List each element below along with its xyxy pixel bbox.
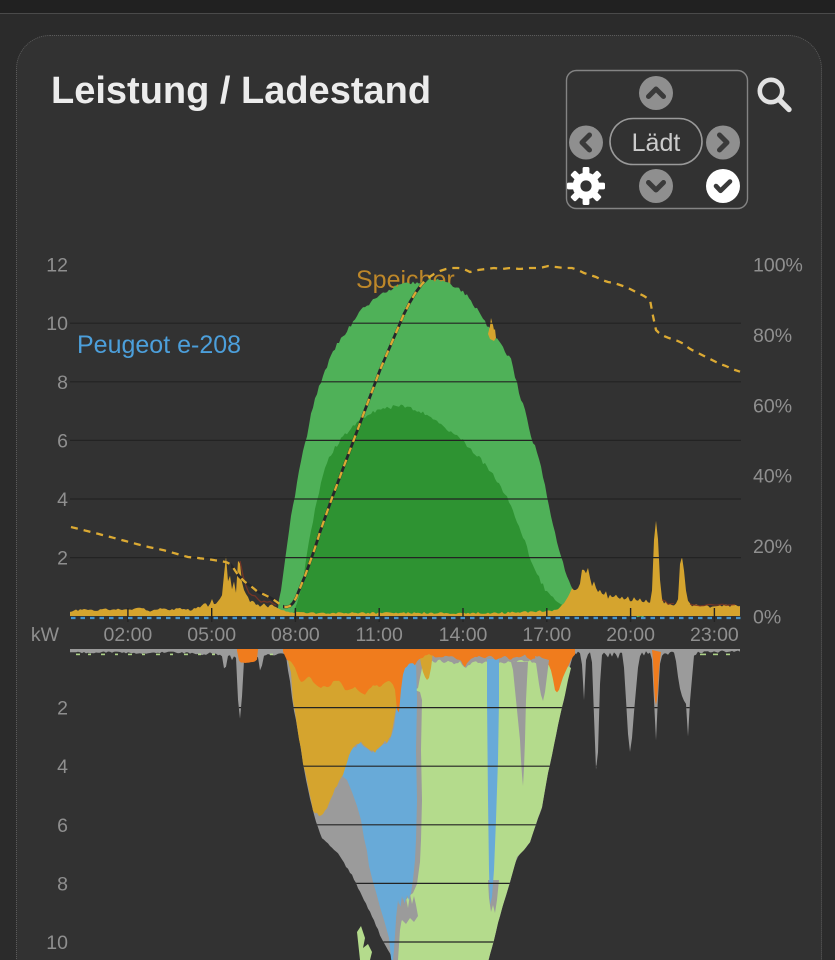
svg-text:0%: 0%: [753, 606, 781, 628]
svg-text:80%: 80%: [753, 325, 792, 347]
svg-text:02:00: 02:00: [103, 624, 152, 646]
svg-text:08:00: 08:00: [271, 624, 320, 646]
svg-text:14:00: 14:00: [439, 624, 488, 646]
svg-text:23:00: 23:00: [690, 624, 739, 646]
svg-text:4: 4: [57, 489, 68, 511]
svg-text:12: 12: [46, 255, 68, 277]
svg-text:6: 6: [57, 430, 68, 452]
svg-text:100%: 100%: [753, 255, 803, 277]
svg-text:8: 8: [57, 372, 68, 394]
svg-text:kW: kW: [31, 624, 60, 646]
svg-text:Peugeot e-208: Peugeot e-208: [77, 331, 241, 359]
svg-text:2: 2: [57, 548, 68, 570]
svg-text:6: 6: [57, 815, 68, 837]
svg-text:2: 2: [57, 698, 68, 720]
svg-text:40%: 40%: [753, 466, 792, 488]
svg-text:20%: 20%: [753, 536, 792, 558]
svg-text:60%: 60%: [753, 395, 792, 417]
svg-text:4: 4: [57, 756, 68, 778]
svg-text:17:00: 17:00: [522, 624, 571, 646]
svg-text:Lädt: Lädt: [632, 129, 681, 157]
svg-text:05:00: 05:00: [187, 624, 236, 646]
svg-text:10: 10: [46, 932, 68, 954]
svg-text:11:00: 11:00: [356, 624, 404, 646]
svg-text:8: 8: [57, 873, 68, 895]
svg-text:20:00: 20:00: [606, 624, 655, 646]
svg-text:10: 10: [46, 313, 68, 335]
